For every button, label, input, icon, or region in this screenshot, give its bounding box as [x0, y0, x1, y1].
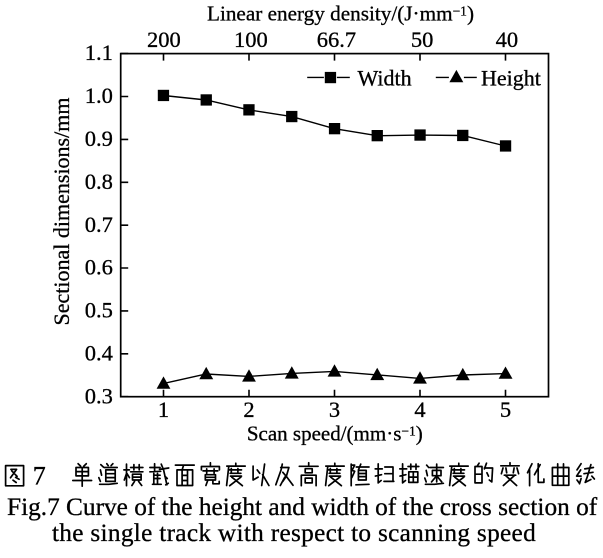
- svg-text:50: 50: [411, 27, 434, 52]
- svg-text:0.5: 0.5: [85, 298, 113, 323]
- svg-text:Linear energy density/(J·mm−1): Linear energy density/(J·mm−1): [207, 2, 474, 26]
- svg-text:0.6: 0.6: [85, 255, 113, 280]
- svg-text:1.1: 1.1: [85, 40, 113, 65]
- svg-text:40: 40: [496, 27, 519, 52]
- svg-text:Sectional dimensions/mm: Sectional dimensions/mm: [49, 98, 74, 326]
- svg-text:5: 5: [500, 397, 511, 422]
- svg-text:3: 3: [329, 397, 340, 422]
- svg-text:Fig.7 Curve of the height and: Fig.7 Curve of the height and width of t…: [7, 493, 598, 521]
- svg-text:0.9: 0.9: [85, 126, 113, 151]
- svg-text:0.4: 0.4: [85, 340, 113, 365]
- svg-text:7: 7: [33, 462, 46, 491]
- svg-text:4: 4: [414, 397, 425, 422]
- svg-text:Scan speed/(mm·s−1): Scan speed/(mm·s−1): [247, 422, 423, 446]
- svg-text:66.7: 66.7: [317, 27, 356, 52]
- svg-text:1: 1: [158, 397, 169, 422]
- svg-text:0.3: 0.3: [85, 383, 113, 408]
- svg-text:100: 100: [234, 27, 268, 52]
- svg-text:0.7: 0.7: [85, 212, 113, 237]
- svg-text:Width: Width: [358, 66, 412, 91]
- svg-text:the single track with respect: the single track with respect to scannin…: [52, 519, 536, 547]
- svg-text:Height: Height: [481, 66, 541, 91]
- svg-text:200: 200: [147, 27, 181, 52]
- svg-text:0.8: 0.8: [85, 169, 113, 194]
- svg-text:2: 2: [243, 397, 254, 422]
- svg-text:1.0: 1.0: [85, 83, 113, 108]
